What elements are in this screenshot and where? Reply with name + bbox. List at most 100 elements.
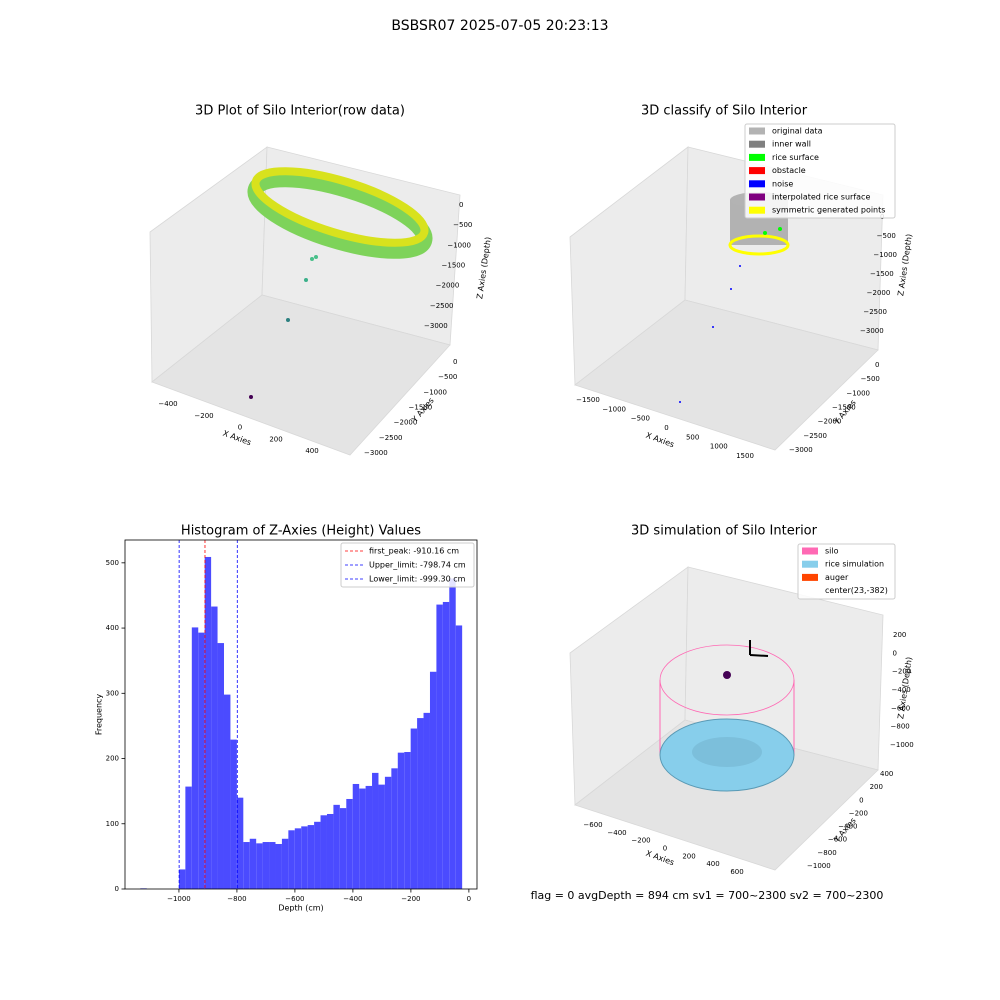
bar: [417, 718, 424, 889]
legend-label: Upper_limit: -798.74 cm: [369, 561, 466, 570]
x-tick-label: −800: [227, 895, 246, 903]
legend-label: original data: [772, 127, 823, 136]
x-tick-label: 600: [730, 868, 743, 876]
z-tick-label: −1500: [870, 270, 894, 278]
bar: [275, 843, 282, 889]
y-tick-label: 200: [106, 755, 119, 763]
bar: [346, 798, 353, 889]
legend-swatch: [749, 193, 765, 201]
bar: [378, 784, 385, 889]
x-tick-label: 0: [664, 424, 668, 432]
z-tick-label: −2500: [863, 308, 887, 316]
bar: [236, 797, 244, 889]
chart-title: 3D classify of Silo Interior: [641, 104, 808, 119]
bar: [243, 842, 250, 889]
y-tick-label: −2500: [803, 432, 827, 440]
x-tick-label: 400: [305, 447, 318, 455]
x-tick-label: −1500: [576, 396, 600, 404]
y-tick-label: 400: [106, 624, 119, 632]
bar: [404, 752, 411, 889]
chart-title: 3D Plot of Silo Interior(row data): [195, 104, 405, 119]
x-tick-label: −200: [194, 412, 213, 420]
legend-label: Lower_limit: -999.30 cm: [369, 575, 466, 584]
y-tick-label: 500: [106, 559, 119, 567]
bar: [314, 821, 321, 889]
legend-swatch: [749, 140, 765, 148]
bar: [410, 728, 418, 889]
y-tick-label: 300: [106, 689, 119, 697]
bar: [307, 825, 315, 889]
x-tick-label: −600: [583, 821, 602, 829]
y-tick-label: −500: [861, 375, 880, 383]
y-tick-label: −500: [438, 373, 457, 381]
z-tick-label: −1000: [873, 251, 897, 259]
legend-swatch: [802, 573, 818, 581]
legend-swatch: [749, 206, 765, 214]
x-tick-label: −400: [158, 400, 177, 408]
z-tick-label: −600: [891, 704, 910, 712]
x-tick-label: −400: [607, 829, 626, 837]
legend-swatch: [749, 127, 765, 135]
y-tick-label: 0: [453, 358, 457, 366]
z-tick-label: −1500: [442, 262, 466, 270]
chart-title: Histogram of Z-Axies (Height) Values: [181, 524, 421, 539]
bar: [391, 768, 398, 889]
z-tick-label: −2500: [430, 302, 454, 310]
y-tick-label: −1000: [423, 388, 447, 396]
panes-4: [569, 566, 884, 871]
bar: [230, 739, 237, 889]
z-tick-label: −3000: [860, 327, 884, 335]
legend-box: [744, 123, 896, 219]
z-tick-label: −500: [453, 221, 472, 229]
legend-label: inner wall: [772, 140, 811, 149]
y-axis-label: Frequency: [95, 694, 104, 736]
y-tick-label: −1500: [409, 404, 433, 412]
bar: [204, 556, 212, 889]
bar: [294, 828, 302, 889]
axes-frame: [124, 539, 478, 890]
legend-label: auger: [825, 573, 849, 582]
x-tick-label: −1000: [602, 405, 626, 413]
bar: [455, 625, 463, 889]
bar: [191, 627, 199, 889]
bar: [288, 830, 295, 889]
x-tick-label: 0: [467, 895, 471, 903]
bar: [352, 783, 360, 889]
bar: [178, 869, 186, 889]
x-tick-label: −200: [401, 895, 420, 903]
y-tick-label: −200: [849, 809, 868, 817]
legend-label: first_peak: -910.16 cm: [369, 547, 459, 556]
z-tick-label: 0: [893, 649, 897, 657]
suptitle: BSBSR07 2025-07-05 20:23:13: [391, 18, 608, 34]
x-tick-label: 400: [706, 860, 719, 868]
bar: [223, 694, 231, 889]
bar: [262, 842, 270, 889]
legend-box: [340, 542, 475, 588]
z-tick-label: 200: [893, 631, 906, 639]
panes-1: [149, 146, 461, 456]
footer: flag = 0 avgDepth = 894 cm sv1 = 700~230…: [531, 889, 884, 902]
bar: [198, 632, 205, 889]
legend-swatch: [802, 547, 818, 555]
z-tick-label: −500: [877, 232, 896, 240]
bar: [423, 712, 430, 889]
bar: [326, 813, 334, 889]
x-tick-label: 1000: [710, 443, 728, 451]
x-tick-label: −600: [285, 895, 304, 903]
z-tick-label: −2000: [436, 282, 460, 290]
bar: [185, 786, 192, 889]
bar: [384, 776, 392, 889]
y-tick-label: −1000: [846, 389, 870, 397]
x-tick-label: −200: [631, 837, 650, 845]
legend-box: [797, 543, 896, 600]
y-tick-label: 0: [875, 361, 879, 369]
y-tick-label: −3000: [789, 446, 813, 454]
bar: [217, 643, 224, 889]
legend-label: rice simulation: [825, 560, 884, 569]
y-tick-label: −2000: [394, 419, 418, 427]
x-tick-label: 0: [238, 424, 242, 432]
panes-2: [569, 146, 884, 451]
bar: [211, 606, 218, 889]
bar: [449, 578, 456, 889]
